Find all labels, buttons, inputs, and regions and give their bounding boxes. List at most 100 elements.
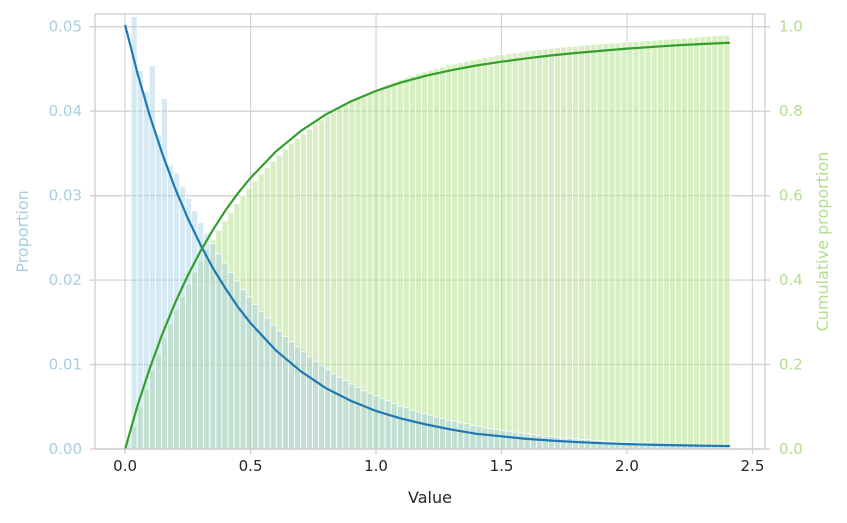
histogram-bar-60 xyxy=(487,428,495,450)
cumulative-bar-51 xyxy=(433,68,440,450)
histogram-bar-34 xyxy=(330,373,338,450)
cumulative-bar-62 xyxy=(499,54,507,450)
x-tick-label-4: 2.0 xyxy=(615,457,639,475)
cumulative-bar-69 xyxy=(541,48,549,450)
histogram-bar-3 xyxy=(142,91,150,450)
histogram-bar-49 xyxy=(421,413,428,450)
histogram-bar-36 xyxy=(342,380,350,450)
x-tick-label-5: 2.5 xyxy=(741,457,765,475)
histogram-bar-31 xyxy=(312,360,320,450)
cumulative-bar-43 xyxy=(384,84,392,450)
cumulative-bar-50 xyxy=(427,69,434,450)
cumulative-bar-79 xyxy=(602,43,610,450)
cumulative-bar-47 xyxy=(408,75,416,450)
histogram-bar-51 xyxy=(433,416,440,450)
histogram-bar-14 xyxy=(209,243,217,450)
cumulative-bar-95 xyxy=(699,36,707,450)
histogram-bar-40 xyxy=(366,392,374,450)
histogram-bar-46 xyxy=(402,407,410,450)
cumulative-bar-64 xyxy=(511,52,519,450)
cumulative-bar-65 xyxy=(517,51,525,450)
cumulative-bar-73 xyxy=(566,46,574,450)
cumulative-curve-line xyxy=(124,41,730,450)
left-y-tick-label-3: 0.03 xyxy=(49,187,82,205)
x-tick-label-1: 0.5 xyxy=(239,457,263,475)
right-y-tick-label-0: 0.0 xyxy=(779,440,803,458)
histogram-bar-52 xyxy=(439,418,447,450)
cumulative-bar-81 xyxy=(614,42,622,450)
cumulative-bar-85 xyxy=(638,40,646,450)
histogram-bar-10 xyxy=(185,197,193,450)
cumulative-bar-91 xyxy=(675,38,682,450)
cumulative-bar-89 xyxy=(662,38,670,450)
histogram-bar-41 xyxy=(372,395,380,450)
histogram-bar-55 xyxy=(457,422,465,450)
histogram-bar-48 xyxy=(414,411,422,450)
cumulative-bar-94 xyxy=(693,36,701,450)
histogram-bar-39 xyxy=(360,390,368,450)
cumulative-bar-52 xyxy=(439,66,447,450)
x-tick-label-0: 0.0 xyxy=(113,457,137,475)
cumulative-bar-70 xyxy=(548,47,555,450)
histogram-bar-69 xyxy=(541,435,549,450)
x-tick-label-3: 1.5 xyxy=(490,457,514,475)
histogram-bar-76 xyxy=(584,439,592,450)
histogram-bar-28 xyxy=(294,346,301,450)
histogram-bar-42 xyxy=(378,397,386,450)
cumulative-bar-58 xyxy=(475,58,483,450)
histogram-bar-32 xyxy=(318,364,326,450)
histogram-bar-65 xyxy=(517,432,525,450)
histogram-bar-24 xyxy=(269,324,277,450)
cumulative-bar-59 xyxy=(481,57,489,450)
left-y-axis-title: Proportion xyxy=(13,190,32,273)
histogram-bar-58 xyxy=(475,425,483,450)
right-y-tick-label-3: 0.6 xyxy=(779,187,803,205)
cumulative-bar-98 xyxy=(717,35,725,450)
cumulative-bar-60 xyxy=(487,56,495,450)
right-y-tick-label-5: 1.0 xyxy=(779,18,803,36)
cumulative-bar-67 xyxy=(529,49,537,450)
cumulative-bar-44 xyxy=(390,81,398,450)
cumulative-bar-42 xyxy=(378,86,386,450)
cumulative-bar-54 xyxy=(451,63,459,450)
cumulative-bar-41 xyxy=(372,89,380,450)
histogram-bar-50 xyxy=(427,414,434,450)
cumulative-bar-83 xyxy=(626,41,634,450)
histogram-bar-63 xyxy=(505,430,513,450)
cumulative-bar-57 xyxy=(469,59,477,450)
histogram-bar-35 xyxy=(336,376,344,450)
histogram-bar-71 xyxy=(554,436,561,450)
cumulative-bar-86 xyxy=(644,40,652,450)
histogram-bar-30 xyxy=(306,356,313,450)
right-y-tick-label-1: 0.2 xyxy=(779,356,803,374)
histogram-bar-68 xyxy=(535,435,543,450)
cumulative-bar-55 xyxy=(457,62,465,450)
cumulative-bar-80 xyxy=(608,42,616,450)
cumulative-bar-78 xyxy=(596,43,604,450)
cumulative-bar-61 xyxy=(493,54,501,450)
x-tick-label-2: 1.0 xyxy=(364,457,388,475)
histogram-bar-56 xyxy=(463,423,471,450)
cumulative-bar-68 xyxy=(535,49,543,450)
cumulative-bar-63 xyxy=(505,53,513,450)
histogram-bar-38 xyxy=(354,386,362,450)
cumulative-bar-71 xyxy=(554,47,561,450)
cumulative-bar-96 xyxy=(705,35,713,450)
histogram-bar-27 xyxy=(287,341,295,450)
cumulative-bar-76 xyxy=(584,44,592,450)
histogram-bar-8 xyxy=(173,172,180,450)
histogram-bar-53 xyxy=(445,419,453,450)
plot-frame-rect xyxy=(94,13,766,450)
cumulative-bar-97 xyxy=(711,35,719,450)
cumulative-bar-72 xyxy=(560,46,567,450)
right-y-tick-label-2: 0.4 xyxy=(779,271,803,289)
histogram-bar-26 xyxy=(281,336,289,450)
histogram-bar-11 xyxy=(191,210,199,450)
cumulative-bar-49 xyxy=(421,71,428,450)
cumulative-bar-82 xyxy=(620,41,628,450)
cumulative-bar-56 xyxy=(463,60,471,450)
histogram-bar-74 xyxy=(572,438,580,450)
histogram-bar-5 xyxy=(154,134,162,450)
cumulative-bar-46 xyxy=(402,77,410,450)
